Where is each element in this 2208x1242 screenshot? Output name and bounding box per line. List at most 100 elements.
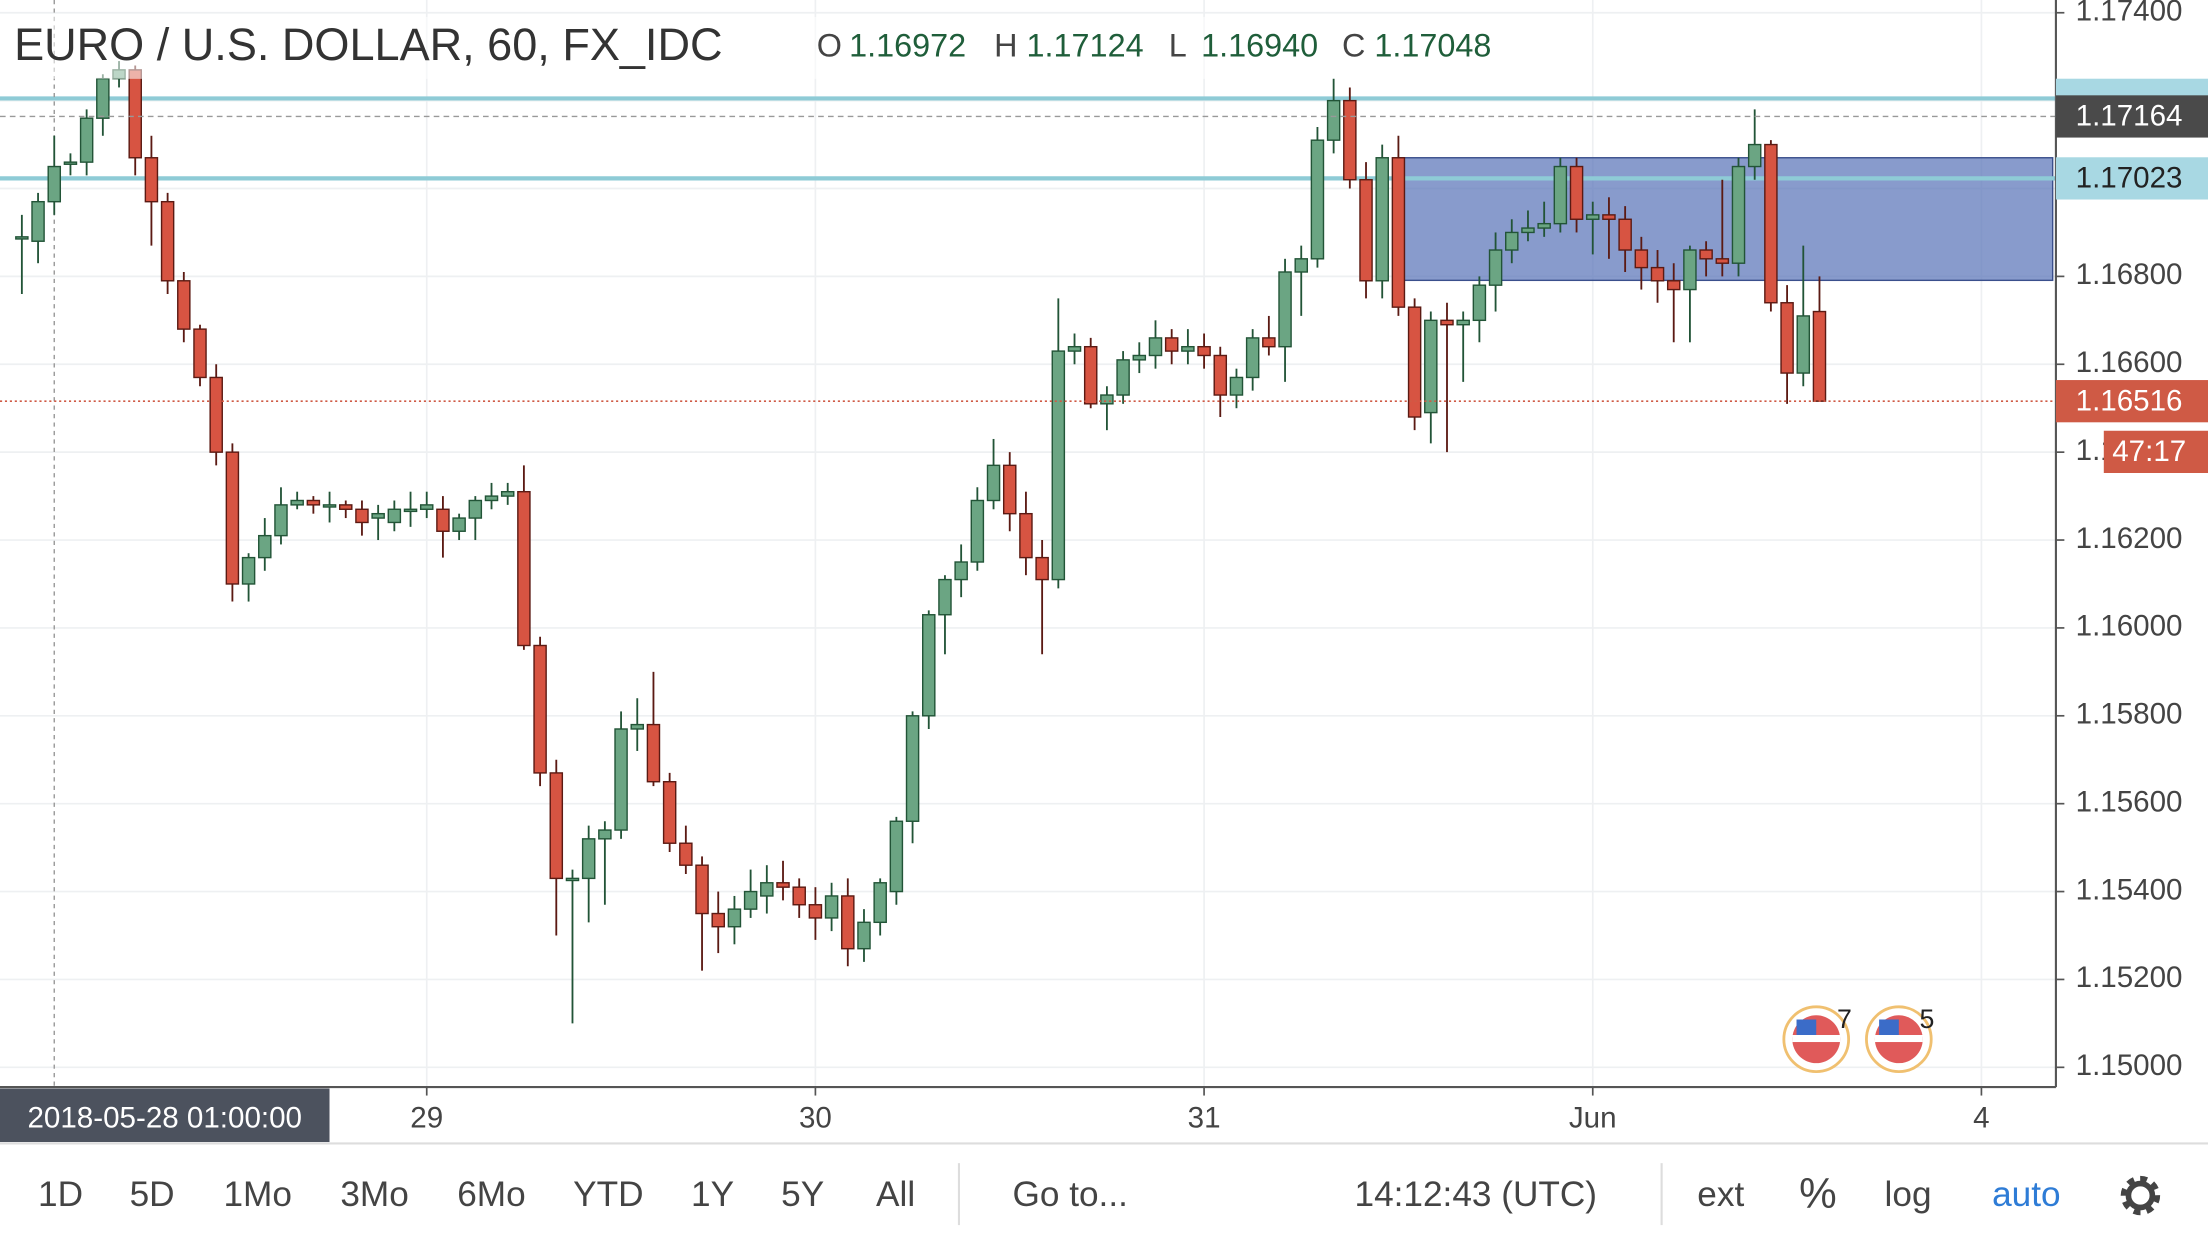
candle-body — [1650, 266, 1665, 282]
candle-body — [549, 772, 564, 880]
range-button[interactable]: 3Mo — [340, 1175, 408, 1214]
candle-body — [468, 499, 483, 519]
candle-body — [1019, 512, 1033, 559]
candle-body — [581, 838, 596, 880]
range-button[interactable]: 5Y — [781, 1175, 824, 1214]
candle-body — [1780, 302, 1794, 374]
candle-body — [1148, 337, 1163, 357]
y-tick-label: 1.16000 — [2076, 610, 2183, 643]
candle-body — [1602, 214, 1616, 220]
candle-body — [1181, 345, 1195, 352]
candle-body — [986, 464, 1001, 502]
candle-body — [290, 499, 304, 506]
candle-body — [1488, 249, 1503, 286]
event-flag-blue — [1879, 1019, 1899, 1035]
scale-option[interactable]: % — [1799, 1170, 1837, 1217]
chart-title: EURO / U.S. DOLLAR, 60, FX_IDC — [14, 19, 722, 70]
price-label: 1.17023 — [2076, 162, 2183, 195]
price-label-box — [2055, 380, 2208, 423]
range-button[interactable]: 5D — [130, 1175, 175, 1214]
candle-body — [1391, 157, 1406, 308]
candle-body — [322, 504, 337, 508]
candle-body — [1359, 179, 1373, 282]
countdown: 47:17 — [2112, 435, 2186, 468]
header-backdrop — [0, 16, 1521, 79]
candle-body — [144, 157, 159, 203]
ohlc-key: C — [1342, 27, 1365, 63]
candle-body — [484, 495, 499, 502]
gear-ring — [2125, 1180, 2156, 1211]
candle-body — [1197, 345, 1211, 357]
ohlc-key: L — [1169, 27, 1187, 63]
y-tick-label: 1.15600 — [2076, 785, 2183, 818]
candle-body — [857, 921, 871, 950]
candle-body — [1100, 394, 1114, 405]
ohlc-value: 1.16972 — [849, 27, 966, 63]
candle-body — [193, 328, 207, 379]
candle-body — [1294, 258, 1309, 273]
crosshair-label: 2018-05-28 01:00:00 — [27, 1101, 302, 1134]
countdown-box — [2103, 430, 2208, 473]
plot-area — [0, 0, 2056, 1088]
candle-body — [47, 165, 62, 203]
candle-body — [1812, 310, 1827, 402]
candle-body — [727, 908, 742, 928]
candle-body — [1375, 157, 1389, 282]
candle-body — [841, 895, 855, 950]
candle-body — [679, 842, 693, 866]
candle-body — [15, 236, 29, 240]
candle-body — [1116, 359, 1130, 396]
candle-body — [79, 117, 94, 163]
range-button[interactable]: YTD — [573, 1175, 643, 1214]
candle-body — [274, 504, 288, 537]
candle-body — [1229, 376, 1244, 396]
candle-body — [1553, 165, 1568, 225]
candle-body — [743, 890, 758, 910]
candle-body — [873, 882, 887, 924]
candle-body — [96, 77, 110, 119]
scale-option[interactable]: ext — [1697, 1175, 1744, 1214]
goto-button[interactable]: Go to... — [1013, 1175, 1128, 1214]
candle-body — [565, 877, 580, 882]
range-button[interactable]: All — [876, 1175, 915, 1214]
y-tick-label: 1.17400 — [2076, 0, 2183, 28]
price-label: 1.17164 — [2076, 100, 2183, 133]
candle-body — [598, 829, 612, 840]
candle-body — [128, 69, 142, 159]
event-icon[interactable]: 5 — [1865, 1004, 1935, 1074]
candle-body — [1083, 345, 1098, 405]
y-tick-label: 1.15800 — [2076, 698, 2183, 731]
settings-gear[interactable] — [2120, 1175, 2161, 1216]
candle-body — [160, 200, 175, 282]
candle-body — [1731, 165, 1746, 264]
y-tick-label: 1.15200 — [2076, 961, 2183, 994]
candle-body — [646, 723, 661, 783]
candle-body — [452, 517, 466, 532]
candle-body — [500, 490, 515, 497]
y-tick-label: 1.16200 — [2076, 522, 2183, 555]
event-count: 5 — [1920, 1004, 1935, 1034]
candle-body — [355, 508, 369, 524]
candle-body — [1569, 165, 1584, 220]
price-label-box — [2055, 157, 2208, 200]
candle-body — [1537, 222, 1551, 229]
range-button[interactable]: 1D — [38, 1175, 83, 1214]
range-button[interactable]: 6Mo — [457, 1175, 525, 1214]
candle-body — [436, 508, 450, 532]
scale-option[interactable]: log — [1885, 1175, 1932, 1214]
candle-body — [824, 895, 839, 919]
candle-body — [517, 490, 531, 647]
candle-body — [938, 578, 952, 616]
candle-body — [1067, 345, 1082, 352]
event-icon[interactable]: 7 — [1782, 1004, 1852, 1074]
scale-option[interactable]: auto — [1992, 1175, 2061, 1214]
range-button[interactable]: 1Y — [691, 1175, 734, 1214]
candle-body — [1213, 354, 1228, 396]
candle-body — [338, 504, 353, 510]
range-button[interactable]: 1Mo — [223, 1175, 291, 1214]
candle-body — [922, 614, 936, 717]
price-label: 1.16516 — [2076, 384, 2183, 417]
ohlc-value: 1.16940 — [1201, 27, 1318, 63]
